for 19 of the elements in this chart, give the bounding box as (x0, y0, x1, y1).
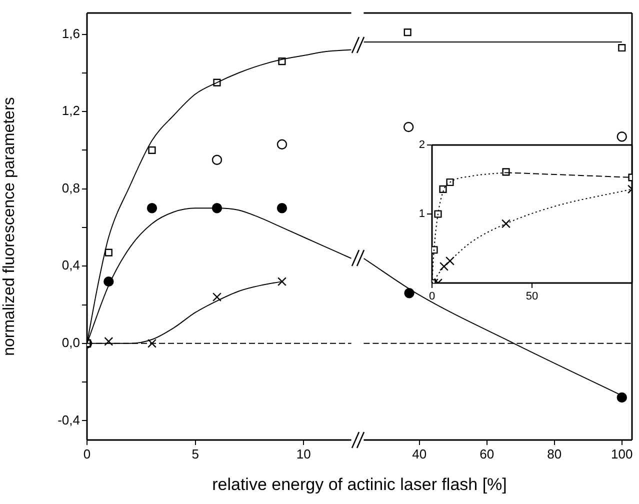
y-tick-label: 0,0 (62, 334, 80, 350)
y-tick-label: 0,8 (62, 180, 80, 196)
x-tick-label: 40 (412, 446, 427, 462)
y-tick-label: 1,6 (62, 26, 80, 41)
y-axis-title: normalized fluorescence parameters (1, 97, 18, 356)
x-tick-label: 0 (428, 290, 436, 303)
x-tick-label: 100 (611, 446, 633, 462)
y-tick-label: -0,4 (58, 412, 80, 428)
x-tick-label: 0 (83, 446, 91, 462)
y-tick-label: 1 (418, 208, 425, 220)
y-tick-label: 1,2 (62, 103, 80, 118)
x-tick-label: 60 (480, 446, 494, 462)
x-tick-label: 50 (526, 290, 538, 303)
y-tick-label: 2 (418, 139, 425, 152)
x-tick-label: 10 (296, 446, 311, 462)
y-tick-label: 0,4 (62, 258, 80, 273)
x-tick-label: 80 (547, 446, 562, 462)
x-tick-label: 5 (192, 446, 199, 462)
x-axis-title: relative energy of actinic laser flash [%] (211, 475, 508, 495)
